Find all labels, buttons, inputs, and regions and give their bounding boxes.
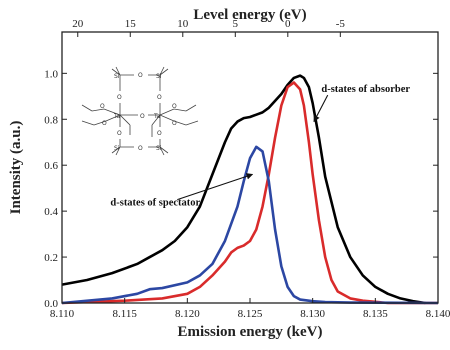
x-tick-label: 8.125 [238,308,263,320]
annotation-arrow [177,173,254,201]
x-tick-label: 8.115 [112,308,137,320]
molecule-label-o: O [172,120,177,127]
y-tick-label: 0.6 [44,160,58,172]
molecule-label-o: O [117,130,122,137]
y-tick-label: 0.2 [44,252,58,264]
molecule-label-o: O [138,72,143,79]
molecule-label-o: O [157,130,162,137]
molecule-label-o: O [100,103,105,110]
molecule-label-ta: Ta [153,113,161,120]
molecule-label-si: Si [114,73,120,80]
x-axis-title: Emission energy (keV) [178,324,323,340]
annotation-label: d-states of absorber [321,84,410,95]
series-line-2 [61,145,439,305]
series-layer [61,74,439,305]
y-tick-label: 0.0 [44,298,58,310]
molecule-label-ta: Ta [113,113,121,120]
series-line-0 [61,74,426,305]
top-tick-label: -5 [336,18,346,30]
top-tick-label: 20 [72,18,84,30]
y-tick-label: 1.0 [44,68,58,80]
molecule-label-o: O [157,94,162,101]
x-tick-label: 8.120 [175,308,200,320]
annotation-label: d-states of spectator [110,198,200,209]
molecule-label-o: O [172,103,177,110]
molecule-structure-inset: Si Si O O O Ta Ta O O O O O O O Si Si O [81,66,199,156]
annotation-layer: d-states of absorber d-states of spectato… [110,84,410,208]
series-line-1 [61,81,438,305]
ticks-layer: 8.110 8.115 8.120 8.125 8.130 8.135 8.140 0.0 0.… [44,18,450,320]
x-tick-label: 8.135 [363,308,388,320]
x-tick-label: 8.140 [426,308,450,320]
molecule-label-o: O [138,145,143,152]
y-tick-label: 0.8 [44,114,58,126]
molecule-label-si: Si [156,73,162,80]
y-axis-title: Intensity (a.u.) [8,121,24,215]
top-tick-label: 0 [285,18,291,30]
x-tick-label: 8.130 [300,308,325,320]
x-tick-label: 8.110 [50,308,75,320]
y-tick-label: 0.4 [44,206,58,218]
top-tick-label: 10 [177,18,189,30]
top-tick-label: 5 [233,18,239,30]
molecule-label-o: O [117,94,122,101]
annotation-arrow [313,94,329,123]
molecule-label-o: O [140,113,145,120]
molecule-label-si: Si [156,145,162,152]
top-tick-label: 15 [125,18,137,30]
molecule-label-o: O [102,120,107,127]
top-axis-title: Level energy (eV) [193,7,306,23]
molecule-label-si: Si [114,145,120,152]
